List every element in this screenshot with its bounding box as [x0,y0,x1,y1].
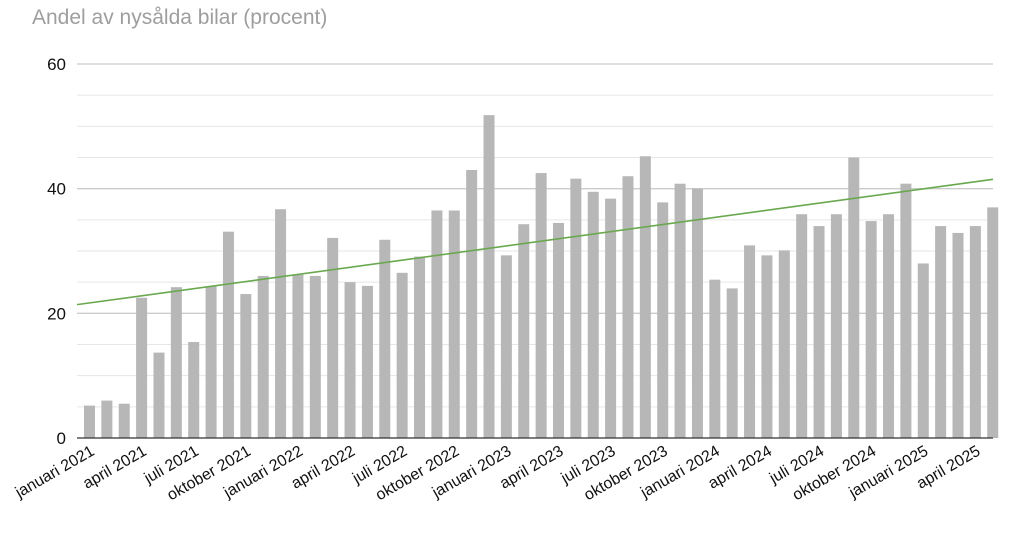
bar-2021-02 [101,400,113,438]
bar-2024-10 [865,221,877,438]
trendline [76,178,994,306]
bar-2025-01 [917,263,929,438]
bar-2023-07 [605,198,617,438]
bar-2024-06 [796,214,808,438]
bar-2021-10 [240,294,252,438]
trend-line [76,178,994,306]
bar-2024-02 [726,288,738,438]
bar-2023-02 [518,224,530,438]
bar-2022-08 [414,256,426,438]
bar-2022-07 [396,272,408,438]
y-axis-ticks: 0 20 40 60 [47,55,66,448]
y-tick-label: 0 [57,429,66,448]
bar-2023-06 [587,191,599,438]
bar-2021-09 [222,231,234,438]
bar-2021-08 [205,286,217,438]
bar-2021-07 [188,342,200,438]
bar-2022-06 [379,239,391,438]
bar-2022-02 [309,275,321,438]
bar-2021-06 [170,287,182,438]
bar-2023-12 [691,188,703,438]
bar-2022-09 [431,210,443,438]
bar-2024-04 [761,255,773,438]
bar-2021-01 [84,405,95,438]
bar-2022-12 [483,115,495,438]
bar-2022-11 [466,169,478,438]
bar-2024-03 [744,245,756,438]
bar-2023-10 [657,202,669,438]
bar-2024-05 [778,250,790,438]
bar-2024-09 [848,157,860,438]
bar-2025-02 [935,226,947,438]
bar-2024-07 [813,226,825,438]
bar-2023-09 [639,156,651,438]
bar-2025-05 [987,207,999,438]
bar-2021-04 [136,297,148,438]
bar-2025-04 [969,226,981,438]
bar-2022-01 [292,274,304,438]
bar-2025-03 [952,232,964,438]
bar-2023-04 [552,222,564,438]
y-tick-label: 20 [47,304,66,323]
bar-2021-03 [118,403,130,438]
bar-2023-05 [570,178,582,438]
bar-2024-01 [709,279,721,438]
y-tick-label: 60 [47,55,66,74]
bar-2022-04 [344,282,356,438]
bar-2021-11 [257,275,269,438]
bars [84,115,999,439]
bar-2023-01 [500,255,512,438]
bar-2024-12 [900,183,912,438]
y-tick-label: 40 [47,180,66,199]
x-tick-label: januari 2021 [12,443,98,502]
bar-2023-11 [674,183,686,438]
bar-2023-08 [622,176,634,438]
bar-2021-12 [275,209,287,438]
bar-2022-03 [327,237,339,438]
chart-title: Andel av nysålda bilar (procent) [32,6,328,29]
bar-2022-05 [361,285,373,438]
bar-2021-05 [153,352,165,438]
bar-2024-08 [830,214,842,438]
bar-2022-10 [448,210,460,438]
bar-2024-11 [883,214,895,438]
bar-2023-03 [535,173,547,439]
